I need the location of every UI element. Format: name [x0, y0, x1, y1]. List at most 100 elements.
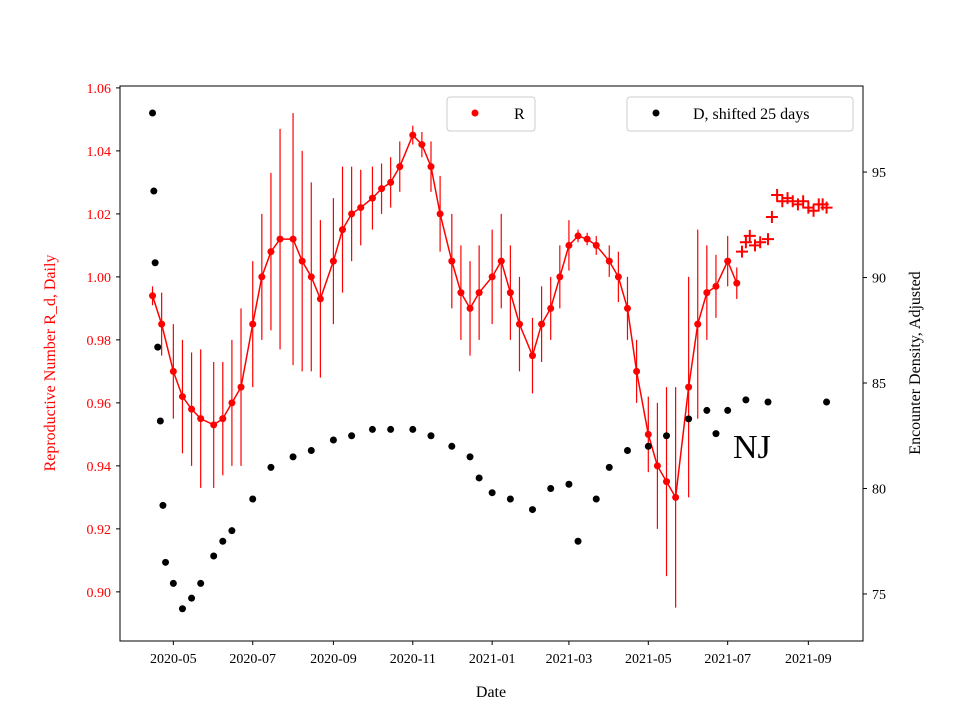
legend-d-marker: [652, 109, 660, 117]
r-point: [644, 430, 652, 438]
d-point: [219, 537, 227, 545]
d-point: [348, 432, 356, 440]
r-point: [249, 320, 257, 328]
d-point: [197, 579, 205, 587]
axes: 2020-05 2020-07 2020-09 2020-11 2021-01 2021-…: [87, 82, 887, 667]
d-point: [565, 480, 573, 488]
left-y-tick-label: 0.92: [87, 523, 112, 538]
r-point: [605, 257, 613, 265]
r-plus-point: [739, 236, 752, 249]
x-tick-label: 2020-09: [310, 652, 357, 667]
d-point: [685, 415, 693, 423]
d-point: [592, 495, 600, 503]
left-y-tick-label: 1.06: [87, 82, 112, 97]
r-plus-point: [791, 198, 804, 211]
r-point: [448, 257, 456, 265]
left-y-tick-label: 0.98: [87, 334, 112, 349]
d-point: [466, 453, 474, 461]
d-point: [528, 506, 536, 514]
x-tick-label: 2021-07: [704, 652, 751, 667]
r-point: [378, 185, 386, 193]
r-point: [724, 257, 732, 265]
r-point: [418, 141, 426, 149]
r-point: [712, 282, 720, 290]
r-plus-point: [807, 204, 820, 217]
x-tick-label: 2021-05: [625, 652, 672, 667]
d-point: [712, 430, 720, 438]
x-tick-label: 2020-11: [390, 652, 436, 667]
d-point: [742, 396, 750, 404]
r-point: [528, 352, 536, 360]
d-point: [228, 527, 236, 535]
d-point: [547, 484, 555, 492]
r-point: [237, 383, 245, 391]
r-point: [339, 226, 347, 234]
r-plus-point: [748, 239, 761, 252]
left-y-axis-label: Reproductive Number R_d, Daily: [42, 255, 59, 472]
r-point: [506, 289, 514, 297]
d-point: [448, 442, 456, 450]
left-y-tick-label: 1.00: [87, 271, 112, 286]
r-point: [475, 289, 483, 297]
r-point: [592, 241, 600, 249]
r-point: [556, 273, 564, 281]
r-point: [623, 304, 631, 312]
r-point: [219, 415, 227, 423]
r-point: [497, 257, 505, 265]
x-tick-label: 2021-03: [546, 652, 593, 667]
d-point: [210, 552, 218, 560]
d-point: [150, 187, 158, 195]
r-point: [276, 235, 284, 243]
d-point: [178, 605, 186, 613]
left-y-tick-label: 1.02: [87, 208, 112, 223]
r-point: [197, 415, 205, 423]
legend-d-box: [626, 96, 854, 132]
d-point: [823, 398, 831, 406]
right-y-tick-label: 90: [872, 272, 886, 287]
legend-r: R: [446, 96, 536, 132]
d-point: [249, 495, 257, 503]
d-point: [475, 474, 483, 482]
r-plus-point: [771, 188, 784, 201]
d-point: [149, 109, 157, 117]
x-tick-label: 2020-05: [150, 652, 197, 667]
d-point: [329, 436, 337, 444]
r-point: [515, 320, 523, 328]
left-y-tick-label: 0.94: [87, 460, 112, 475]
d-point: [724, 406, 732, 414]
d-point: [605, 463, 613, 471]
d-point: [427, 432, 435, 440]
r-point: [210, 421, 218, 429]
d-point: [154, 343, 162, 351]
r-point: [387, 178, 395, 186]
r-point: [188, 405, 196, 413]
r-plus-point: [765, 211, 778, 224]
r-point: [396, 163, 404, 171]
d-point: [387, 425, 395, 433]
d-point: [644, 442, 652, 450]
d-point: [764, 398, 772, 406]
r-plus-point: [802, 201, 815, 214]
d-point: [169, 579, 177, 587]
r-point: [298, 257, 306, 265]
r-point: [547, 304, 555, 312]
d-point: [623, 447, 631, 455]
d-point: [162, 558, 170, 566]
right-y-tick-label: 95: [872, 166, 886, 181]
r-point: [733, 279, 741, 287]
legend-r-label: R: [514, 106, 525, 123]
d-point: [368, 425, 376, 433]
legend-r-marker: [471, 109, 479, 117]
r-point: [685, 383, 693, 391]
d-point: [663, 432, 671, 440]
d-point: [574, 537, 582, 545]
r-point: [633, 367, 641, 375]
r-point: [149, 292, 157, 300]
right-y-tick-label: 85: [872, 377, 886, 392]
r-point: [289, 235, 297, 243]
r-point: [368, 194, 376, 202]
r-point: [488, 273, 496, 281]
x-axis-label: Date: [476, 684, 506, 701]
